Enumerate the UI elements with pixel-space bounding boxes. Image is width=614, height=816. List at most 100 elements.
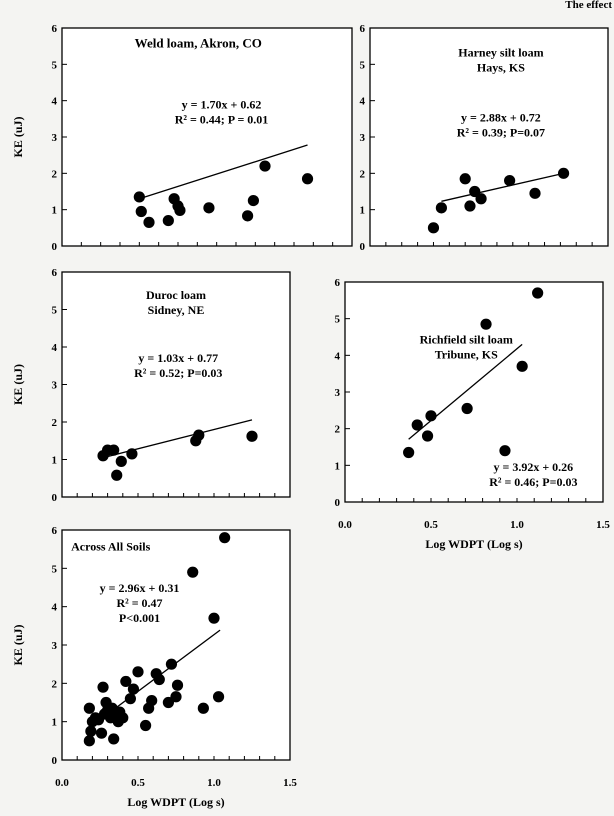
data-point [97,681,109,693]
panel-all_soils: 0 1 2 3 4 5 6 0.0 0.5 1.0 1.5 KE (uJ) Log WDPT (Log … [11,525,297,809]
data-point [124,693,136,705]
panel-title: Weld loam, Akron, CO [135,36,262,51]
panel-weld: 0 1 2 3 4 5 6 KE (uJ) Weld loam, Akron, CO y = 1.… [11,23,353,253]
data-point [203,202,215,214]
regression-label: R² = 0.44; P = 0.01 [175,113,269,127]
data-point [435,202,447,214]
y-tick-label: 3 [360,132,366,144]
data-point [212,691,225,703]
regression-label: R² = 0.46; P=0.03 [489,475,577,489]
panel-title: Harney silt loam [458,45,543,59]
data-point [95,727,108,739]
regression-label: y = 2.88x + 0.72 [461,111,541,125]
regression-label: R² = 0.47 [116,596,162,610]
x-tick-label: 1.5 [596,519,610,531]
trend-line [139,144,308,200]
x-tick-label: 1.5 [283,777,297,789]
data-point [140,719,152,732]
data-point [83,702,95,714]
y-tick-label: 0 [52,492,58,504]
plot-frame [344,281,604,503]
y-tick-label: 2 [52,417,58,429]
y-tick-label: 5 [360,59,366,71]
data-point [143,216,155,228]
regression-label: R² = 0.52; P=0.03 [134,366,222,380]
data-point [174,204,186,216]
y-tick-label: 2 [52,678,58,690]
y-tick-label: 3 [335,387,341,399]
data-point [403,446,415,459]
y-tick-label: 4 [360,96,366,108]
regression-label: y = 2.96x + 0.31 [100,581,180,595]
data-point [126,448,138,460]
regression-label: y = 1.03x + 0.77 [138,351,218,365]
data-point [480,318,492,330]
data-point [132,666,144,678]
y-tick-label: 6 [335,277,341,289]
data-point [135,205,147,218]
data-point [425,410,437,422]
data-point [219,532,231,544]
regression-label: R² = 0.39; P=0.07 [457,126,545,140]
y-axis-title: KE (uJ) [11,624,25,665]
data-point [301,173,314,185]
y-tick-label: 1 [52,717,58,729]
data-point [464,200,476,212]
x-tick-label: 0.5 [424,519,438,531]
panel-title: Across All Soils [71,540,150,554]
data-point [187,566,199,578]
plot-frame [61,27,353,247]
x-tick-label: 1.0 [510,519,524,531]
y-tick-label: 2 [360,168,366,180]
y-tick-label: 3 [52,640,58,652]
panel-title: Hays, KS [477,60,525,74]
data-point [193,429,205,441]
y-tick-label: 4 [52,342,58,354]
data-point [208,612,220,624]
data-point [246,430,258,442]
x-axis-title: Log WDPT (Log s) [127,795,224,809]
y-tick-label: 6 [52,23,58,35]
data-point [117,712,129,724]
data-point [532,287,544,299]
data-point [170,691,182,703]
data-point [469,185,481,198]
data-point [411,419,423,431]
data-point [133,191,145,203]
panel-richfield: 0 1 2 3 4 5 6 0.0 0.5 1.0 1.5 Log WDPT (Log s) Richf… [335,277,611,551]
data-point [111,469,123,481]
x-tick-label: 0.5 [131,777,145,789]
data-point [165,658,178,670]
x-tick-label: 1.0 [207,777,221,789]
y-tick-label: 3 [52,132,58,144]
data-point [146,694,158,707]
data-point [516,360,528,372]
y-tick-label: 3 [52,380,58,392]
y-axis-title: KE (uJ) [11,116,25,157]
data-point [504,175,516,187]
panel-title: Duroc loam [146,288,206,302]
data-point [85,725,97,737]
header-fragment: The effect [565,0,612,11]
data-point [259,160,271,172]
data-point [197,702,209,714]
y-tick-label: 1 [52,205,58,217]
x-tick-label: 0.0 [55,777,69,789]
y-tick-label: 0 [52,241,58,253]
panel-title: Tribune, KS [435,348,498,362]
y-tick-label: 2 [52,168,58,180]
y-tick-label: 6 [52,525,58,537]
panel-title: Sidney, NE [148,303,205,317]
y-tick-label: 6 [360,23,366,35]
y-tick-label: 0 [360,241,366,253]
data-point [108,733,120,745]
data-point [108,444,120,456]
y-tick-label: 4 [52,602,58,614]
regression-label: y = 3.92x + 0.26 [493,460,573,474]
y-tick-label: 5 [52,563,58,575]
y-tick-label: 5 [52,59,58,71]
y-tick-label: 0 [335,497,341,509]
